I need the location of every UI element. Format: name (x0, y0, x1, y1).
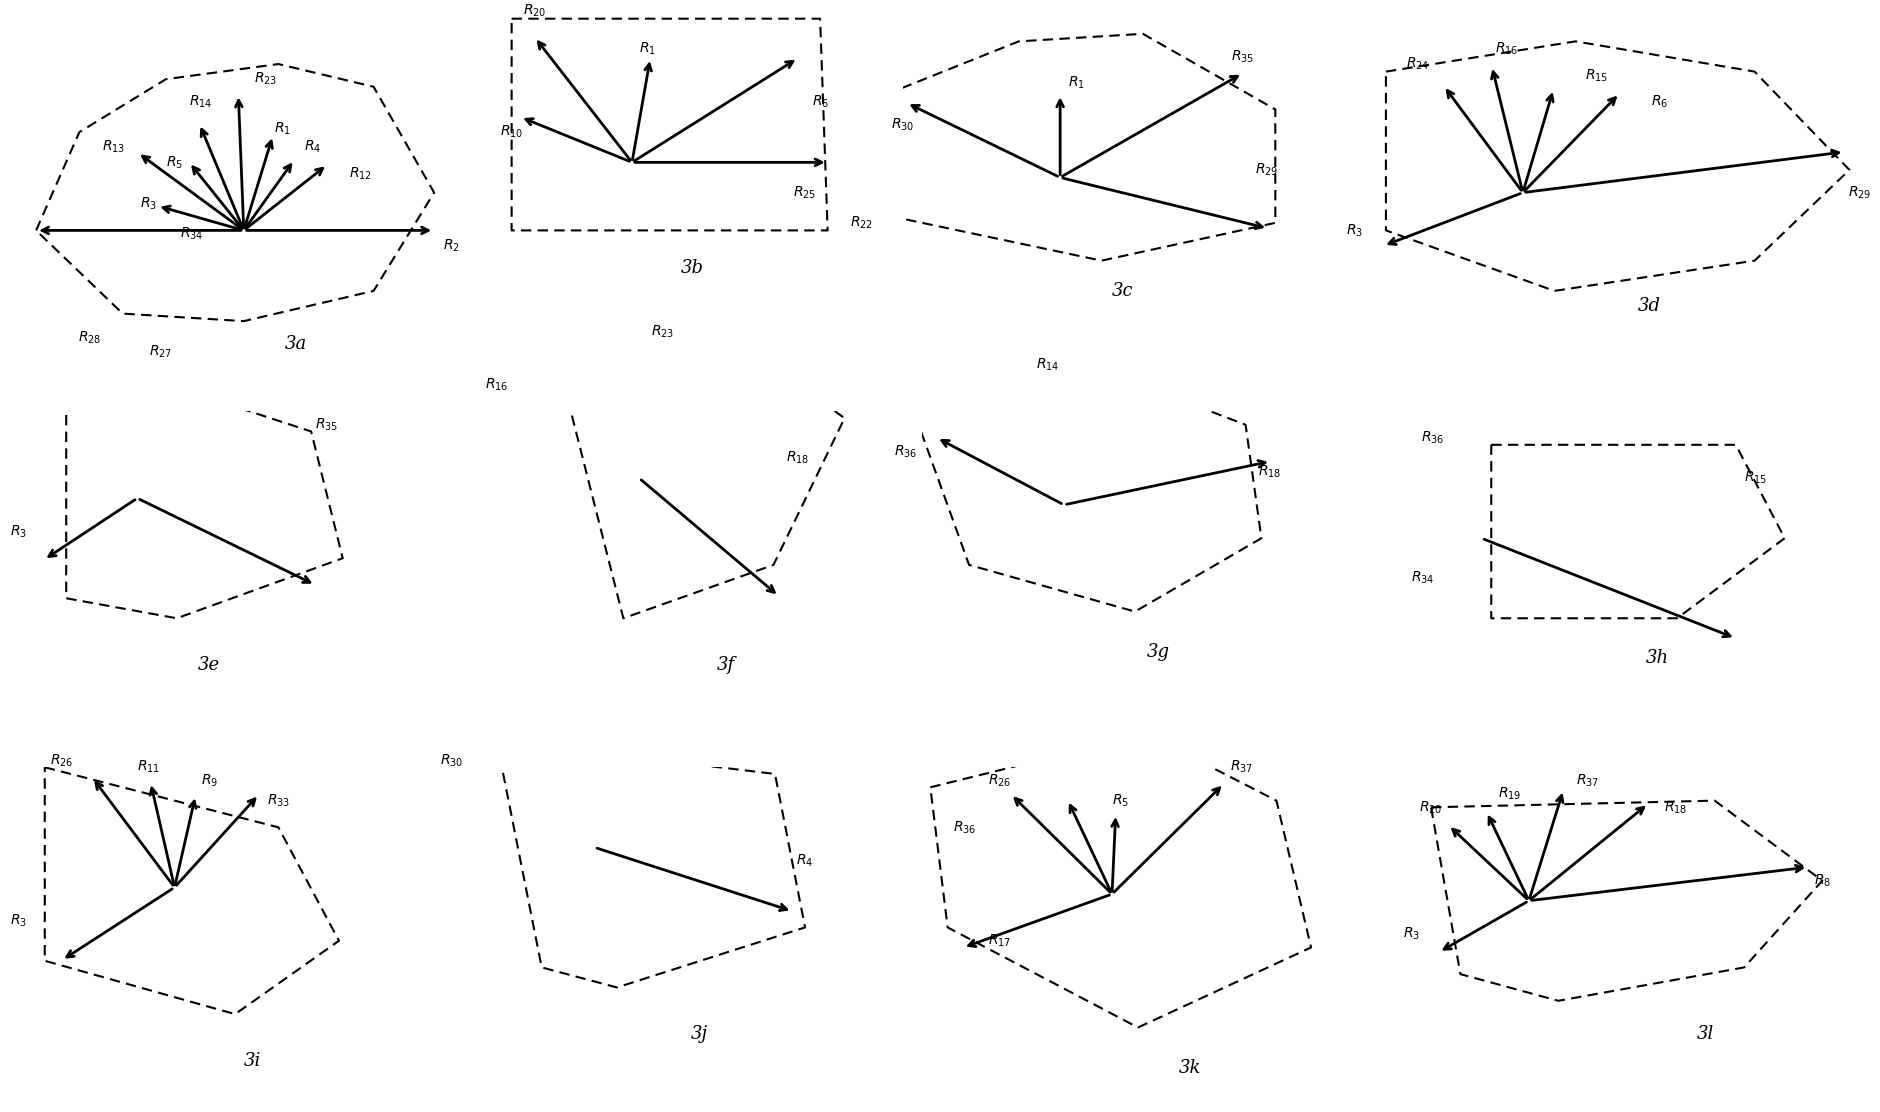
Text: $R_{11}$: $R_{11}$ (137, 759, 160, 775)
Text: $R_{36}$: $R_{36}$ (1419, 430, 1444, 446)
Text: $R_{15}$: $R_{15}$ (1585, 67, 1607, 83)
Text: $R_{9}$: $R_{9}$ (201, 773, 218, 788)
Text: $R_{4}$: $R_{4}$ (795, 853, 814, 868)
Text: 3j: 3j (690, 1025, 709, 1043)
Text: $R_{25}$: $R_{25}$ (793, 185, 816, 201)
Text: $R_{1}$: $R_{1}$ (1068, 75, 1085, 91)
Text: $R_{18}$: $R_{18}$ (1664, 800, 1686, 815)
Text: $R_{16}$: $R_{16}$ (485, 377, 508, 393)
Text: $R_{3}$: $R_{3}$ (9, 913, 28, 929)
Text: $R_{26}$: $R_{26}$ (51, 753, 73, 768)
Text: $R_{30}$: $R_{30}$ (440, 753, 462, 768)
Text: $R_{3}$: $R_{3}$ (9, 524, 28, 539)
Text: $R_{5}$: $R_{5}$ (1111, 793, 1128, 808)
Text: $R_{18}$: $R_{18}$ (1258, 464, 1280, 479)
Text: $R_{18}$: $R_{18}$ (786, 450, 808, 466)
Text: $R_{3}$: $R_{3}$ (139, 196, 158, 212)
Text: 3a: 3a (284, 335, 306, 353)
Text: $R_{3}$: $R_{3}$ (1344, 222, 1363, 239)
Text: $R_{34}$: $R_{34}$ (180, 226, 203, 242)
Text: 3e: 3e (197, 656, 220, 674)
Text: $R_{23}$: $R_{23}$ (650, 324, 675, 339)
Text: $R_{19}$: $R_{19}$ (1496, 786, 1521, 802)
Text: 3g: 3g (1147, 643, 1169, 661)
Text: $R_{24}$: $R_{24}$ (1404, 56, 1429, 72)
Text: $R_{14}$: $R_{14}$ (1036, 357, 1058, 373)
Text: $R_{14}$: $R_{14}$ (188, 93, 212, 110)
Text: $R_{23}$: $R_{23}$ (254, 71, 276, 88)
Text: 3l: 3l (1696, 1025, 1713, 1043)
Text: $R_{37}$: $R_{37}$ (1575, 773, 1598, 788)
Text: $R_{4}$: $R_{4}$ (305, 139, 321, 156)
Text: $R_{35}$: $R_{35}$ (1230, 48, 1254, 64)
Text: $R_{27}$: $R_{27}$ (149, 344, 173, 359)
Text: $R_{1}$: $R_{1}$ (639, 41, 654, 57)
Text: $R_{28}$: $R_{28}$ (79, 330, 102, 346)
Text: $R_{36}$: $R_{36}$ (953, 820, 976, 835)
Text: 3h: 3h (1645, 649, 1668, 667)
Text: $R_{5}$: $R_{5}$ (165, 155, 182, 170)
Text: $R_{30}$: $R_{30}$ (891, 117, 914, 132)
Text: $R_{3}$: $R_{3}$ (1402, 926, 1419, 942)
Text: $R_{20}$: $R_{20}$ (1419, 800, 1442, 815)
Text: 3i: 3i (244, 1052, 261, 1070)
Text: $R_{16}$: $R_{16}$ (1495, 41, 1517, 57)
Text: $R_{15}$: $R_{15}$ (1743, 470, 1765, 486)
Text: $R_{26}$: $R_{26}$ (987, 773, 1011, 788)
Text: 3d: 3d (1637, 297, 1660, 315)
Text: $R_{29}$: $R_{29}$ (1848, 185, 1871, 201)
Text: $R_{6}$: $R_{6}$ (810, 93, 829, 110)
Text: $R_{1}$: $R_{1}$ (274, 120, 291, 137)
Text: $R_{22}$: $R_{22}$ (850, 215, 872, 231)
Text: $R_{10}$: $R_{10}$ (500, 123, 523, 140)
Text: 3f: 3f (716, 656, 735, 674)
Text: $R_{6}$: $R_{6}$ (1651, 93, 1668, 110)
Text: $R_{37}$: $R_{37}$ (1230, 759, 1252, 775)
Text: 3b: 3b (681, 259, 703, 277)
Text: $R_{33}$: $R_{33}$ (267, 793, 290, 808)
Text: 3k: 3k (1179, 1059, 1201, 1076)
Text: $R_{13}$: $R_{13}$ (102, 139, 126, 156)
Text: $R_{29}$: $R_{29}$ (1254, 161, 1278, 178)
Text: $R_{8}$: $R_{8}$ (1812, 873, 1829, 888)
Text: $R_{35}$: $R_{35}$ (316, 417, 338, 433)
Text: $R_{36}$: $R_{36}$ (893, 444, 917, 459)
Text: $R_{34}$: $R_{34}$ (1410, 570, 1434, 586)
Text: $R_{20}$: $R_{20}$ (523, 3, 545, 19)
Text: $R_{2}$: $R_{2}$ (444, 237, 459, 254)
Text: 3c: 3c (1111, 282, 1132, 300)
Text: $R_{17}$: $R_{17}$ (987, 933, 1011, 949)
Text: $R_{12}$: $R_{12}$ (350, 166, 372, 182)
